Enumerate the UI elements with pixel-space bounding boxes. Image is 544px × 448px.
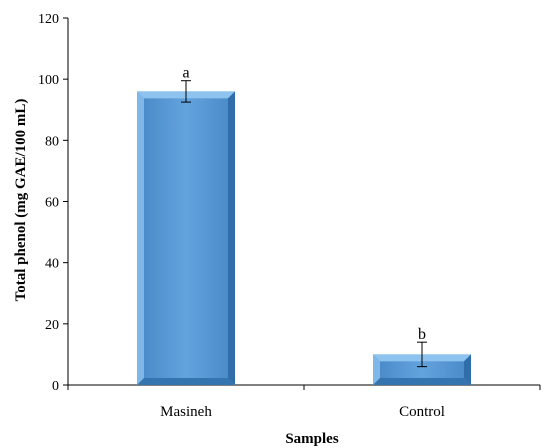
bar-masineh [137, 80, 235, 386]
category-label: Control [399, 404, 445, 420]
bar-bevel-left [137, 91, 144, 386]
significance-label: a [182, 65, 189, 82]
x-axis-title: Samples [285, 431, 339, 447]
y-tick-label: 0 [52, 379, 59, 394]
bar-bevel-bottom [137, 378, 235, 385]
y-axis-title: Total phenol (mg GAE/100 mL) [13, 99, 29, 302]
axes: 0 20 40 60 80 100 120 [38, 12, 541, 394]
bar-control [373, 341, 471, 385]
y-tick-label: 120 [38, 12, 59, 27]
y-tick-label: 80 [45, 134, 59, 149]
bars [137, 80, 471, 386]
bar-bevel-left [373, 354, 380, 385]
labels: a Masineh b Control [160, 65, 445, 420]
y-tick-label: 40 [45, 257, 59, 272]
y-tick-label: 60 [45, 196, 59, 211]
significance-label: b [418, 326, 426, 343]
bar-inner [380, 361, 464, 378]
y-tick-label: 100 [38, 73, 59, 88]
bar-bevel-right [464, 354, 471, 385]
bar-bevel-right [228, 91, 235, 386]
bar-inner [144, 98, 228, 379]
category-label: Masineh [160, 404, 212, 420]
y-tick-label: 20 [45, 318, 59, 333]
bar-bevel-bottom [373, 378, 471, 385]
